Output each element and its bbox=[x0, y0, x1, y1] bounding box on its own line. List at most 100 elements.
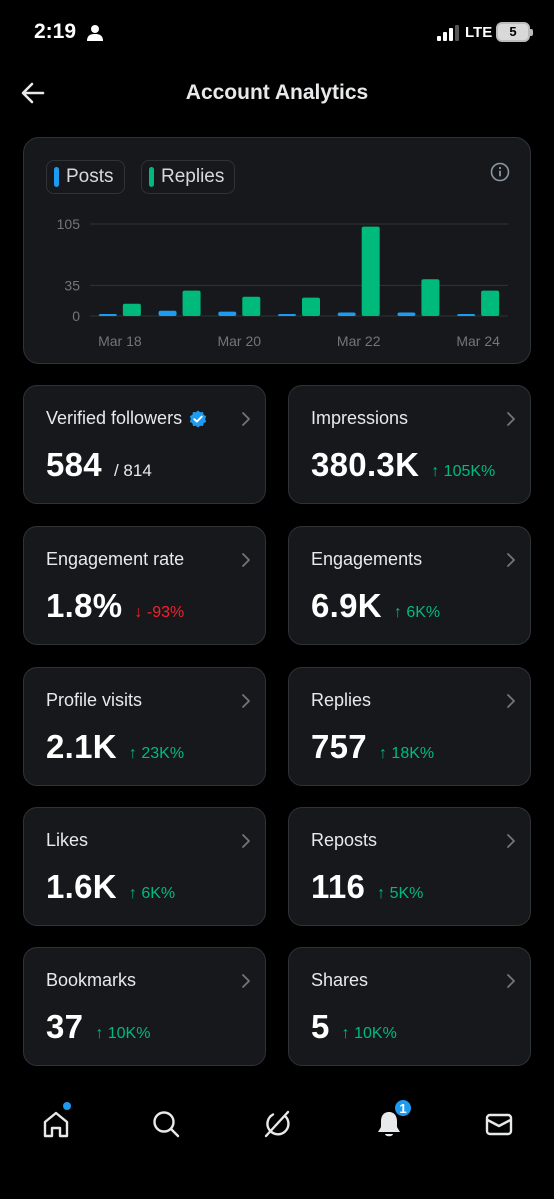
x-tick-label: Mar 22 bbox=[337, 333, 381, 349]
legend-posts[interactable]: Posts bbox=[46, 160, 125, 194]
chevron-right-icon bbox=[507, 553, 515, 567]
metric-card-verified-followers[interactable]: Verified followers 584 / 814 bbox=[23, 385, 266, 504]
metric-change: ↓ -93% bbox=[134, 604, 185, 621]
y-tick-label: 0 bbox=[72, 308, 80, 324]
verified-badge-icon bbox=[189, 410, 207, 427]
home-notification-dot bbox=[63, 1102, 71, 1110]
page-title: Account Analytics bbox=[185, 81, 369, 104]
bar-posts bbox=[457, 314, 476, 316]
metric-card-engagement-rate[interactable]: Engagement rate 1.8% ↓ -93% bbox=[23, 526, 266, 645]
nav-grok[interactable] bbox=[257, 1104, 297, 1144]
battery-level: 5 bbox=[509, 24, 517, 39]
metric-value: 6.9K bbox=[311, 587, 382, 624]
metric-card-impressions[interactable]: Impressions 380.3K ↑ 105K% bbox=[288, 385, 531, 504]
legend-replies-label: Replies bbox=[161, 166, 225, 187]
metric-label: Verified followers bbox=[46, 408, 207, 429]
chevron-right-icon bbox=[507, 412, 515, 426]
metric-value: 757 bbox=[311, 728, 367, 765]
network-type: LTE bbox=[465, 24, 493, 41]
bar-posts bbox=[337, 312, 356, 316]
status-bar: 2:19 LTE 5 bbox=[0, 0, 554, 66]
chevron-right-icon bbox=[242, 834, 250, 848]
chart-card: Posts Replies 0 35 105 Mar 18 Mar 20 Mar 22 Ma… bbox=[23, 137, 531, 364]
metric-value: 1.8% bbox=[46, 587, 123, 624]
bar-chart: 0 35 105 Mar 18 Mar 20 Mar 22 Mar 24 bbox=[57, 216, 508, 349]
legend-replies[interactable]: Replies bbox=[141, 160, 236, 194]
legend-replies-swatch bbox=[149, 167, 154, 187]
bar-posts bbox=[158, 310, 177, 316]
chevron-right-icon bbox=[507, 694, 515, 708]
bar-posts bbox=[397, 312, 416, 316]
battery-icon: 5 bbox=[496, 22, 533, 42]
metric-total: / 814 bbox=[113, 461, 152, 480]
bottom-nav: 1 bbox=[0, 1080, 554, 1199]
notification-badge: 1 bbox=[393, 1098, 413, 1118]
x-tick-label: Mar 24 bbox=[456, 333, 500, 349]
metric-label: Shares bbox=[311, 970, 369, 990]
metric-label: Engagements bbox=[311, 549, 423, 569]
metric-value: 1.6K bbox=[46, 868, 117, 905]
metric-value: 5 bbox=[311, 1008, 330, 1045]
metric-label: Reposts bbox=[311, 830, 378, 850]
y-tick-label: 35 bbox=[64, 277, 80, 293]
bar-replies bbox=[481, 290, 500, 316]
metric-card-shares[interactable]: Shares 5 ↑ 10K% bbox=[288, 947, 531, 1066]
metric-change: ↑ 6K% bbox=[128, 885, 176, 902]
metric-card-profile-visits[interactable]: Profile visits 2.1K ↑ 23K% bbox=[23, 667, 266, 786]
bar-posts bbox=[278, 314, 296, 316]
chevron-right-icon bbox=[507, 974, 515, 988]
person-icon bbox=[87, 25, 103, 41]
bar-replies bbox=[242, 296, 261, 316]
x-tick-label: Mar 18 bbox=[98, 333, 142, 349]
bar-replies bbox=[302, 297, 320, 316]
nav-search[interactable] bbox=[146, 1104, 186, 1144]
metric-card-engagements[interactable]: Engagements 6.9K ↑ 6K% bbox=[288, 526, 531, 645]
metric-label: Profile visits bbox=[46, 690, 143, 710]
bar-posts bbox=[98, 314, 117, 316]
nav-home[interactable] bbox=[36, 1102, 76, 1144]
metric-label: Engagement rate bbox=[46, 549, 185, 569]
metric-value: 2.1K bbox=[46, 728, 117, 765]
nav-notifications[interactable]: 1 bbox=[369, 1098, 413, 1144]
nav-messages[interactable] bbox=[479, 1104, 519, 1144]
metric-card-replies[interactable]: Replies 757 ↑ 18K% bbox=[288, 667, 531, 786]
metric-card-reposts[interactable]: Reposts 116 ↑ 5K% bbox=[288, 807, 531, 926]
legend-posts-label: Posts bbox=[66, 166, 114, 187]
metric-change: ↑ 18K% bbox=[378, 745, 435, 762]
metric-change: ↑ 23K% bbox=[128, 745, 185, 762]
chevron-right-icon bbox=[242, 553, 250, 567]
chevron-right-icon bbox=[242, 694, 250, 708]
metric-card-likes[interactable]: Likes 1.6K ↑ 6K% bbox=[23, 807, 266, 926]
chevron-right-icon bbox=[242, 974, 250, 988]
metric-value: 584 bbox=[46, 446, 102, 483]
bar-replies bbox=[361, 226, 380, 316]
metric-label: Impressions bbox=[311, 408, 409, 428]
bar-posts bbox=[218, 311, 237, 316]
chevron-right-icon bbox=[242, 412, 250, 426]
metric-change: ↑ 10K% bbox=[95, 1025, 151, 1042]
metric-label: Replies bbox=[311, 690, 372, 710]
metric-label-text: Verified followers bbox=[46, 408, 183, 428]
legend-posts-swatch bbox=[54, 167, 59, 187]
metric-change: ↑ 10K% bbox=[341, 1025, 397, 1042]
metric-label: Bookmarks bbox=[46, 970, 137, 990]
mail-icon bbox=[485, 1113, 513, 1136]
signal-icon bbox=[437, 25, 459, 41]
metric-value: 37 bbox=[46, 1008, 84, 1045]
metric-change: ↑ 105K% bbox=[431, 463, 496, 480]
metric-value: 116 bbox=[311, 868, 366, 905]
metric-change: ↑ 5K% bbox=[377, 885, 424, 902]
search-icon bbox=[153, 1111, 180, 1138]
metric-value: 380.3K bbox=[311, 446, 420, 483]
grok-icon bbox=[264, 1110, 290, 1138]
home-icon bbox=[43, 1111, 69, 1138]
bell-icon bbox=[378, 1112, 400, 1137]
bar-replies bbox=[182, 290, 201, 316]
metric-change: ↑ 6K% bbox=[393, 604, 441, 621]
back-arrow-icon[interactable] bbox=[20, 80, 46, 106]
metric-card-bookmarks[interactable]: Bookmarks 37 ↑ 10K% bbox=[23, 947, 266, 1066]
metric-label: Likes bbox=[46, 830, 89, 850]
x-tick-label: Mar 20 bbox=[217, 333, 261, 349]
info-icon[interactable] bbox=[490, 162, 510, 182]
bar-replies bbox=[421, 279, 440, 316]
